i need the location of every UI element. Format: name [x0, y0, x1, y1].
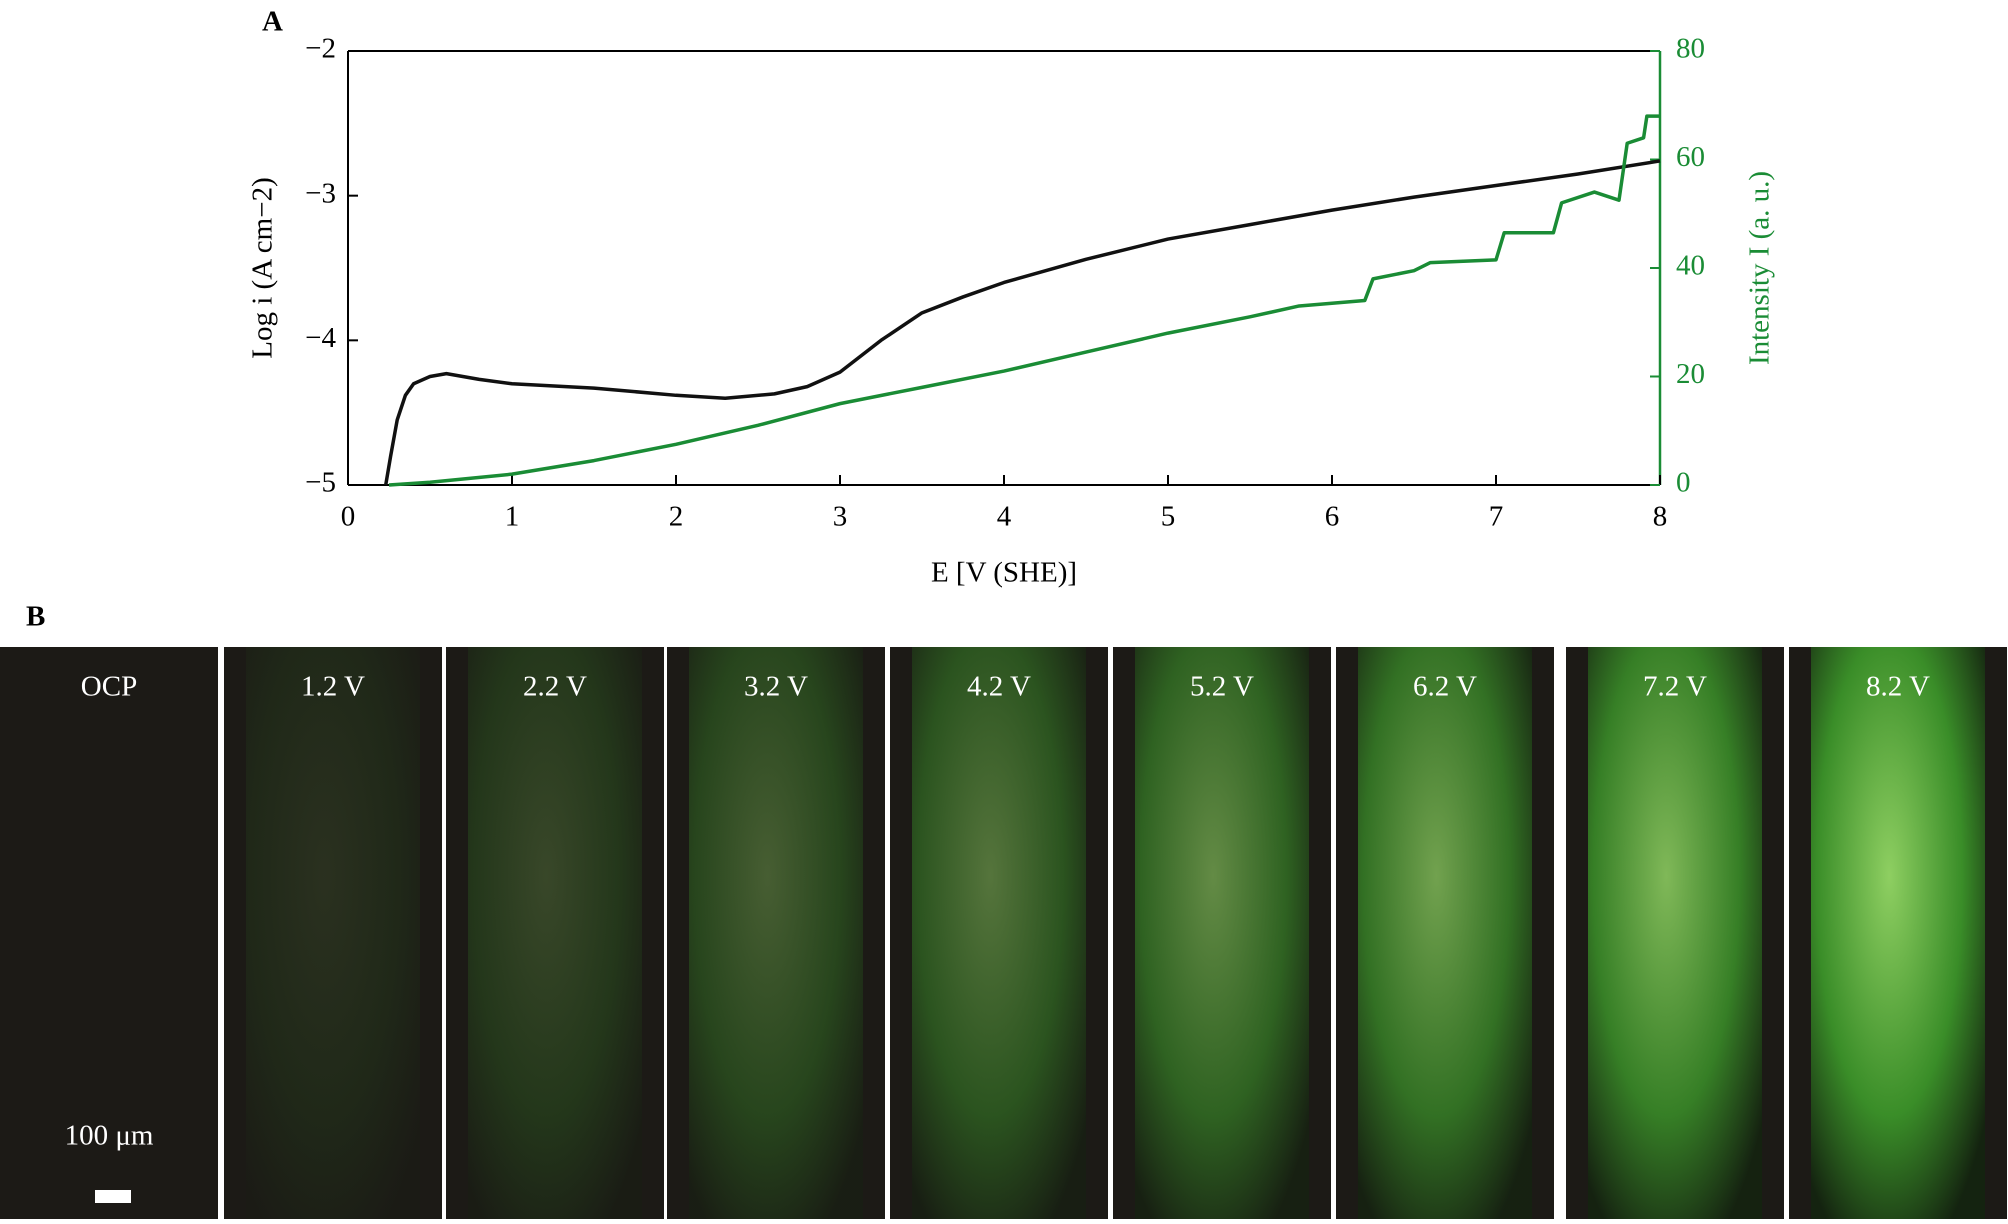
y2-tick-label: 0 [1676, 467, 1691, 499]
y2-tick-label: 20 [1676, 358, 1705, 390]
micrograph-frame: OCP [0, 647, 218, 1219]
frame-label: 7.2 V [1643, 671, 1707, 703]
micrograph-fluorescence [689, 647, 863, 1219]
micrograph-fluorescence [468, 647, 642, 1219]
scale-bar-label: 100 μm [65, 1120, 154, 1152]
micrograph-frame: 2.2 V [446, 647, 664, 1219]
data-line [388, 114, 1660, 487]
micrograph-background [0, 647, 218, 1219]
x-tick-label: 4 [997, 501, 1012, 533]
micrograph-frame: 8.2 V [1789, 647, 2007, 1219]
scale-bar [95, 1190, 131, 1203]
micrograph-fluorescence [1588, 647, 1762, 1219]
micrograph-frame: 6.2 V [1336, 647, 1554, 1219]
frame-label: 2.2 V [523, 671, 587, 703]
micrograph-frame: 3.2 V [667, 647, 885, 1219]
y-tick-label: −2 [305, 33, 336, 65]
x-tick-label: 8 [1653, 501, 1668, 533]
frame-label: OCP [81, 671, 137, 703]
x-axis-label: E [V (SHE)] [931, 557, 1077, 589]
y2-tick-label: 80 [1676, 33, 1705, 65]
x-tick-label: 2 [669, 501, 684, 533]
panel-label: A [262, 6, 283, 38]
micrograph-fluorescence [1358, 647, 1532, 1219]
micrograph-frame: 5.2 V [1113, 647, 1331, 1219]
frame-label: 3.2 V [744, 671, 808, 703]
x-tick-label: 0 [341, 501, 356, 533]
y2-tick-label: 40 [1676, 250, 1705, 282]
micrograph-frame: 7.2 V [1566, 647, 1784, 1219]
data-line [383, 159, 1661, 486]
frame-label: 1.2 V [301, 671, 365, 703]
micrograph-fluorescence [1135, 647, 1309, 1219]
y-tick-label: −5 [305, 467, 336, 499]
y-tick-label: −3 [305, 177, 336, 209]
micrograph-fluorescence [246, 647, 420, 1219]
x-tick-label: 6 [1325, 501, 1340, 533]
frame-label: 8.2 V [1866, 671, 1930, 703]
frame-label: 6.2 V [1413, 671, 1477, 703]
panel-label: B [26, 601, 45, 633]
micrograph-frame: 4.2 V [890, 647, 1108, 1219]
y-tick-label: −4 [305, 322, 336, 354]
frame-label: 5.2 V [1190, 671, 1254, 703]
x-tick-label: 7 [1489, 501, 1504, 533]
x-tick-label: 3 [833, 501, 848, 533]
x-tick-label: 5 [1161, 501, 1176, 533]
micrograph-fluorescence [912, 647, 1086, 1219]
micrograph-fluorescence [1811, 647, 1985, 1219]
y2-tick-label: 60 [1676, 141, 1705, 173]
y-axis-label: Log i (A cm−2) [247, 177, 279, 358]
frame-label: 4.2 V [967, 671, 1031, 703]
y2-axis-label: Intensity I (a. u.) [1744, 171, 1776, 365]
x-tick-label: 1 [505, 501, 520, 533]
micrograph-frame: 1.2 V [224, 647, 442, 1219]
